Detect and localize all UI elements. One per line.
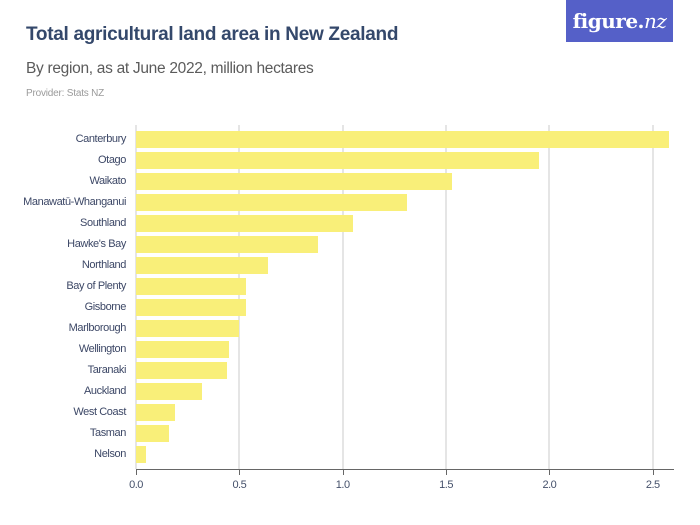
gridline xyxy=(341,125,344,469)
gridline xyxy=(548,125,551,469)
bar[interactable] xyxy=(136,278,246,295)
x-axis-tick-label: 2.5 xyxy=(645,479,660,491)
bar[interactable] xyxy=(136,236,318,253)
gridline xyxy=(445,125,448,469)
bar[interactable] xyxy=(136,299,246,316)
category-label: Taranaki xyxy=(87,364,127,376)
bar[interactable] xyxy=(136,194,407,211)
category-label: Waikato xyxy=(89,175,126,187)
x-axis-tick xyxy=(342,469,344,475)
bar[interactable] xyxy=(136,362,227,379)
chart-title: Total agricultural land area in New Zeal… xyxy=(26,24,399,45)
chart-subtitle: By region, as at June 2022, million hect… xyxy=(26,60,314,77)
bar[interactable] xyxy=(136,425,170,442)
category-label: Wellington xyxy=(78,343,127,355)
bar[interactable] xyxy=(136,383,203,400)
logo-text: figure. xyxy=(572,9,645,33)
provider-label: Provider: Stats NZ xyxy=(26,88,105,99)
bar[interactable] xyxy=(136,320,240,337)
x-axis-tick-label: 1.0 xyxy=(335,479,350,491)
y-axis-baseline xyxy=(135,125,137,469)
bar[interactable] xyxy=(136,257,269,274)
category-label: Bay of Plenty xyxy=(66,280,126,292)
category-label: Tasman xyxy=(89,427,127,439)
bar[interactable] xyxy=(136,446,147,463)
bar[interactable] xyxy=(136,341,229,358)
gridline xyxy=(238,125,241,469)
category-label: Nelson xyxy=(94,448,126,460)
x-axis-tick xyxy=(239,469,241,475)
logo-text-accent: nz xyxy=(644,9,667,33)
category-label: Marlborough xyxy=(68,322,127,334)
bar[interactable] xyxy=(136,152,540,169)
figure-nz-logo[interactable]: figure. nz xyxy=(566,0,673,42)
bar[interactable] xyxy=(136,215,354,232)
x-axis-tick xyxy=(549,469,551,475)
x-axis-tick xyxy=(652,469,654,475)
category-label: Manawatū-Whanganui xyxy=(23,196,126,208)
bar[interactable] xyxy=(136,173,453,190)
x-axis-line xyxy=(136,469,674,470)
category-label: Southland xyxy=(80,217,126,229)
category-label: Hawke's Bay xyxy=(67,238,126,250)
category-label: Canterbury xyxy=(75,133,127,145)
x-axis-tick xyxy=(136,469,137,475)
x-axis-tick xyxy=(446,469,448,475)
x-axis-tick-label: 2.0 xyxy=(542,479,557,491)
bar[interactable] xyxy=(136,131,670,148)
x-axis-tick-label: 0.0 xyxy=(129,479,143,491)
x-axis-tick-label: 1.5 xyxy=(439,479,453,491)
bar[interactable] xyxy=(136,404,176,421)
category-label: Otago xyxy=(98,154,126,166)
x-axis-tick-label: 0.5 xyxy=(232,479,247,491)
category-label: Gisborne xyxy=(84,301,127,313)
category-label: Northland xyxy=(81,259,127,271)
gridline xyxy=(651,125,654,469)
category-label: West Coast xyxy=(73,406,126,418)
category-label: Auckland xyxy=(83,385,126,397)
